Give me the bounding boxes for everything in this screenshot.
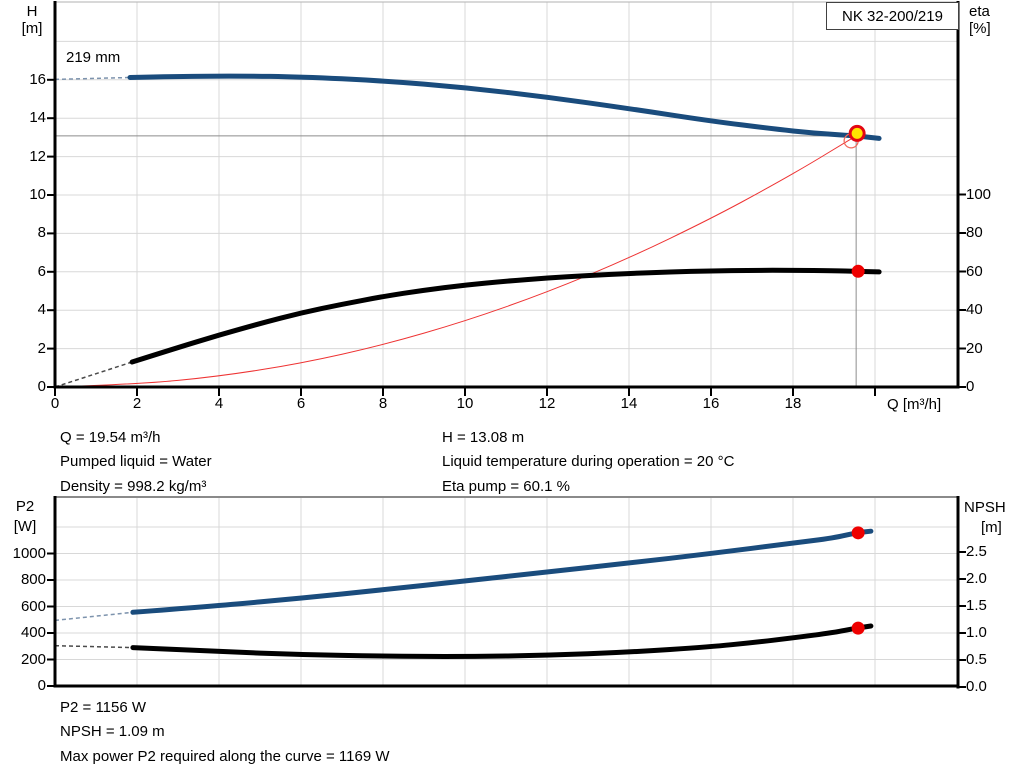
npsh-curve xyxy=(130,623,874,659)
impeller-diameter-label: 219 mm xyxy=(66,49,121,66)
p2-curve-dashed-lead xyxy=(54,611,133,622)
info-liquid: Pumped liquid = Water xyxy=(60,453,212,470)
y-tick-label-left: 6 xyxy=(37,262,46,280)
head-curve xyxy=(127,73,882,141)
x-tick-label: 14 xyxy=(620,395,638,412)
x-tick-label: 2 xyxy=(132,395,142,412)
y-tick-label-right: 60 xyxy=(966,262,983,280)
y-tick-label-left: 1000 xyxy=(12,544,46,562)
x-tick-label: 16 xyxy=(702,395,720,412)
y-tick-label-left: 2 xyxy=(37,339,46,357)
result-p2: P2 = 1156 W xyxy=(60,699,147,716)
y-tick-label-left: 4 xyxy=(37,301,46,319)
head-curve-dashed-lead xyxy=(54,76,131,81)
npsh-axis-unit: [m] xyxy=(981,519,1002,536)
y-tick-label-right: 1.5 xyxy=(966,597,987,614)
x-tick-label: 18 xyxy=(784,395,802,412)
p2-axis-label: P2 xyxy=(15,498,35,515)
y-tick-label-left: 10 xyxy=(29,186,46,203)
x-tick-label: 4 xyxy=(214,395,224,412)
x-tick-label: 12 xyxy=(538,395,556,412)
y-tick-label-left: 800 xyxy=(20,571,46,588)
h-axis-label: H xyxy=(26,3,38,20)
eta-curve xyxy=(129,267,882,365)
npsh-axis-label: NPSH xyxy=(964,499,1006,516)
p2-axis-unit: [W] xyxy=(13,518,37,535)
y-tick-label-right: 0.0 xyxy=(966,678,987,695)
x-tick-label: 10 xyxy=(456,395,474,412)
eta-axis-unit: [%] xyxy=(969,20,991,37)
y-tick-label-left: 0 xyxy=(37,677,46,694)
y-tick-label-left: 12 xyxy=(29,147,46,165)
info-density: Density = 998.2 kg/m³ xyxy=(60,478,207,495)
x-tick-label: 6 xyxy=(296,395,306,412)
x-tick-label: 8 xyxy=(378,395,388,412)
y-tick-label-left: 0 xyxy=(37,378,46,395)
y-tick-label-right: 20 xyxy=(966,339,983,357)
q-axis-label: Q [m³/h] xyxy=(887,396,942,413)
y-tick-label-left: 14 xyxy=(29,109,46,127)
pump-type-box: NK 32-200/219 xyxy=(826,2,959,30)
y-tick-label-right: 2.5 xyxy=(966,543,987,560)
y-tick-label-left: 200 xyxy=(20,650,46,668)
y-tick-label-right: 40 xyxy=(966,301,983,318)
npsh-curve-dashed-lead xyxy=(54,644,133,649)
y-tick-label-right: 0 xyxy=(966,378,975,395)
result-max-power: Max power P2 required along the curve = … xyxy=(60,748,390,765)
duty-point-marker[interactable] xyxy=(848,124,866,142)
info-temperature: Liquid temperature during operation = 20… xyxy=(442,453,735,470)
y-tick-label-right: 100 xyxy=(966,185,992,203)
eta-axis-label: eta xyxy=(969,3,990,20)
y-tick-label-left: 600 xyxy=(20,597,46,615)
eta-curve-dashed-lead xyxy=(54,361,133,388)
curve-end-dot xyxy=(851,621,865,635)
result-npsh: NPSH = 1.09 m xyxy=(60,723,165,740)
info-eta: Eta pump = 60.1 % xyxy=(442,478,570,495)
x-tick-label: 0 xyxy=(50,395,60,412)
affinity-parabola xyxy=(54,135,857,388)
curve-end-dot xyxy=(851,526,865,540)
y-tick-label-right: 0.5 xyxy=(966,651,987,668)
y-tick-label-right: 1.0 xyxy=(966,624,987,641)
curve-end-dot xyxy=(851,264,865,278)
p2-curve xyxy=(130,528,874,615)
y-tick-label-left: 400 xyxy=(20,624,46,641)
y-tick-label-left: 8 xyxy=(37,224,46,242)
h-axis-unit: [m] xyxy=(21,20,43,37)
info-flow: Q = 19.54 m³/h xyxy=(60,429,161,446)
y-tick-label-left: 16 xyxy=(29,70,46,88)
y-tick-label-right: 2.0 xyxy=(966,570,987,587)
info-head: H = 13.08 m xyxy=(442,429,525,446)
y-tick-label-right: 80 xyxy=(966,224,983,241)
